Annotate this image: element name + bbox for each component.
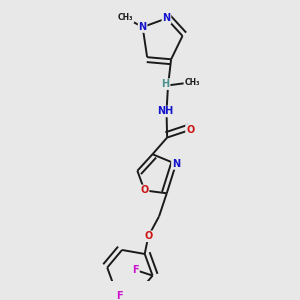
Text: F: F <box>132 265 139 275</box>
Text: N: N <box>172 159 180 169</box>
Text: O: O <box>144 231 152 241</box>
Text: H: H <box>161 79 170 89</box>
Text: CH₃: CH₃ <box>118 14 134 22</box>
Text: NH: NH <box>157 106 173 116</box>
Text: N: N <box>139 22 147 32</box>
Text: N: N <box>162 14 170 23</box>
Text: CH₃: CH₃ <box>184 78 200 87</box>
Text: O: O <box>186 125 194 135</box>
Text: O: O <box>140 185 148 195</box>
Text: F: F <box>116 291 123 300</box>
